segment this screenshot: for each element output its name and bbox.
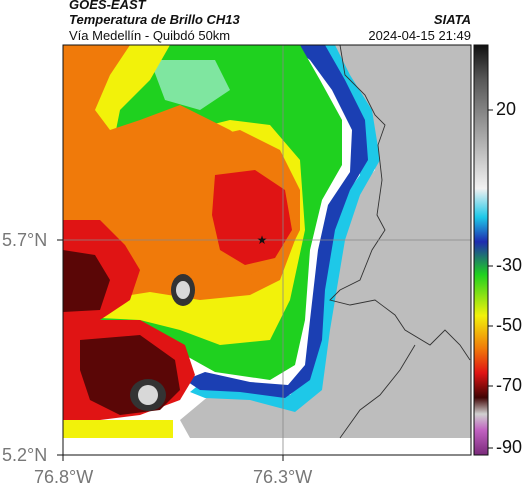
colorbar-tick: -90: [496, 437, 523, 457]
timestamp: 2024-04-15 21:49: [368, 28, 471, 43]
lon-tick: 76.3°W: [253, 467, 313, 487]
star-icon: ★: [257, 233, 268, 247]
route-subtitle: Vía Medellín - Quibdó 50km: [69, 28, 231, 43]
colorbar-tick: -50: [496, 315, 523, 335]
organization-label: SIATA: [433, 12, 471, 27]
lat-tick: 5.7°N: [2, 230, 48, 250]
colorbar-tick: -30: [496, 255, 523, 275]
lon-tick: 76.8°W: [34, 467, 94, 487]
satellite-label: GOES-EAST: [69, 0, 146, 12]
lat-tick: 5.2°N: [2, 445, 48, 465]
border-line-south: [339, 344, 416, 439]
colorbar: [474, 45, 488, 455]
colorbar-tick: -70: [496, 375, 523, 395]
border-line: [329, 44, 471, 361]
satellite-imagery: [63, 45, 471, 455]
map-frame: [62, 44, 472, 456]
colorbar-tick: 20: [496, 99, 517, 119]
product-title: Temperatura de Brillo CH13: [69, 12, 240, 27]
